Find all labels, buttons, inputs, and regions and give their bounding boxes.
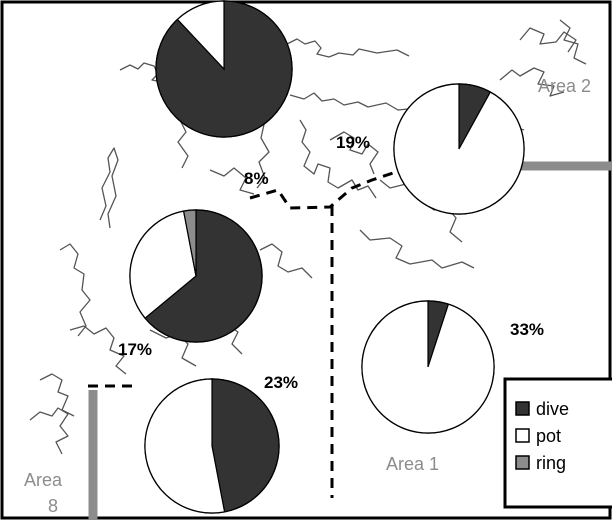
percent-label-south-east: 33%	[510, 320, 544, 339]
pie-west-slice-ring	[182, 209, 197, 277]
legend-label-ring: ring	[536, 453, 566, 473]
area8-label-line2: 8	[48, 496, 58, 516]
percent-label-centre: 8%	[244, 169, 269, 188]
legend-swatch-dive	[515, 401, 530, 416]
area-boundaries	[88, 170, 397, 498]
legend-swatch-ring	[515, 455, 530, 470]
pie-south-west-slice-pot	[144, 378, 226, 514]
legend: dive pot ring	[503, 377, 612, 509]
percent-label-south-west: 23%	[264, 373, 298, 392]
area1-label: Area 1	[386, 454, 439, 474]
area2-label: Area 2	[538, 76, 591, 96]
pie-charts	[129, 0, 525, 514]
legend-swatch-pot	[515, 428, 530, 443]
legend-box	[503, 377, 612, 509]
pie-south-west-slice-dive	[211, 378, 280, 513]
percent-label-west: 17%	[118, 340, 152, 359]
pie-north-east-slice-pot	[393, 83, 525, 215]
percent-label-north-east: 19%	[336, 133, 370, 152]
pie-south-east-slice-pot	[361, 300, 495, 434]
legend-label-pot: pot	[536, 426, 561, 446]
pie-top-slice-pot	[176, 0, 225, 71]
legend-label-dive: dive	[536, 399, 569, 419]
boundary-north	[249, 170, 397, 210]
area-borders	[88, 161, 612, 520]
area8-label-line1: Area	[24, 470, 63, 490]
pie-west-slice-dive	[144, 209, 263, 343]
pie-west-slice-pot	[129, 210, 197, 319]
